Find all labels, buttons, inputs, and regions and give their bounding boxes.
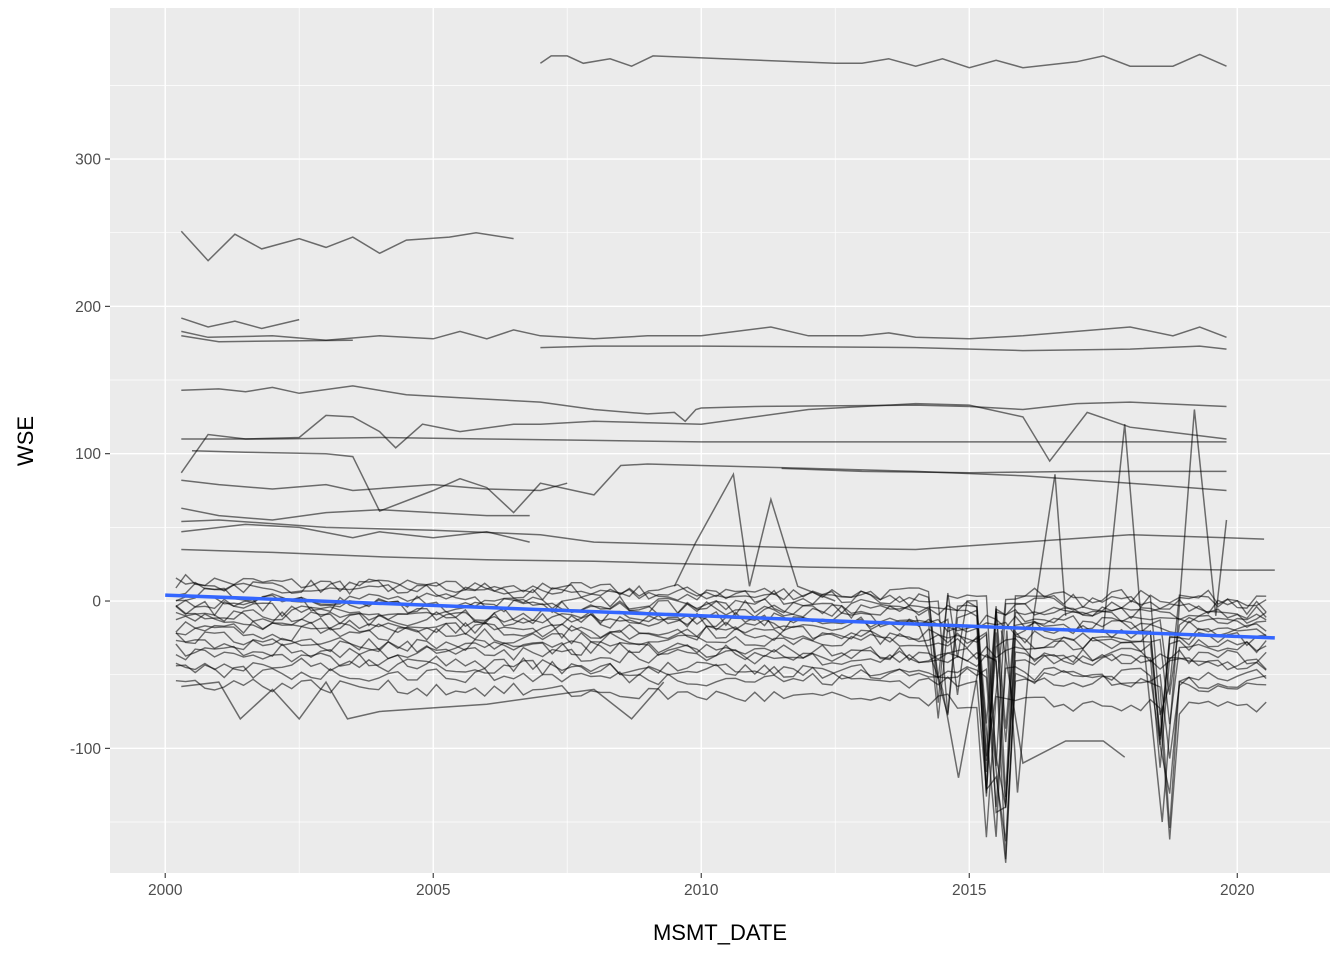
series-line (180, 230, 514, 262)
x-tick-label: 2015 (952, 882, 986, 899)
series-line (540, 345, 1227, 352)
y-tick-label: 0 (92, 594, 101, 611)
x-tick-label: 2005 (416, 882, 450, 899)
series-line (181, 479, 568, 492)
grid (110, 8, 1330, 873)
series-line (180, 402, 1227, 474)
series-line (539, 53, 1227, 69)
series-lines (175, 53, 1275, 863)
series-line (175, 577, 1267, 761)
series-line (181, 317, 300, 330)
series-line (175, 596, 1267, 790)
y-axis-title: WSE (13, 416, 38, 466)
series-line (175, 587, 1267, 797)
series-line (175, 620, 1267, 807)
series-line (175, 573, 1267, 797)
series-line (175, 657, 1267, 808)
series-line (181, 385, 1227, 423)
series-line (1102, 409, 1228, 823)
series-line (181, 519, 1265, 551)
series-line (175, 610, 1267, 794)
x-tick-label: 2000 (148, 882, 183, 899)
series-line (175, 631, 1267, 809)
series-line (181, 680, 665, 721)
trend-line-path (165, 593, 1275, 640)
trend-line (165, 593, 1275, 640)
series-line (175, 582, 1267, 767)
series-line (781, 467, 1227, 474)
axes: 2000 2005 2010 2015 2020 -100 0 100 200 300 (70, 152, 1255, 899)
series-line (181, 326, 1227, 341)
series-line (175, 638, 1267, 665)
series-line (181, 507, 530, 521)
series-line (1000, 630, 1126, 765)
y-tick-label: 100 (75, 446, 101, 463)
series-line (673, 471, 836, 602)
x-tick-label: 2010 (684, 882, 719, 899)
series-line (175, 643, 1267, 860)
series-line (181, 523, 530, 543)
x-axis-title: MSMT_DATE (653, 920, 787, 945)
y-tick-label: 300 (75, 152, 101, 169)
panel-background (110, 8, 1330, 873)
series-line (181, 335, 353, 343)
x-tick-label: 2020 (1220, 882, 1255, 899)
y-tick-label: -100 (70, 741, 101, 758)
series-line (175, 678, 1267, 840)
series-line (175, 625, 1267, 772)
series-line (175, 664, 1267, 842)
y-tick-label: 200 (75, 299, 101, 316)
series-line (181, 436, 1227, 443)
